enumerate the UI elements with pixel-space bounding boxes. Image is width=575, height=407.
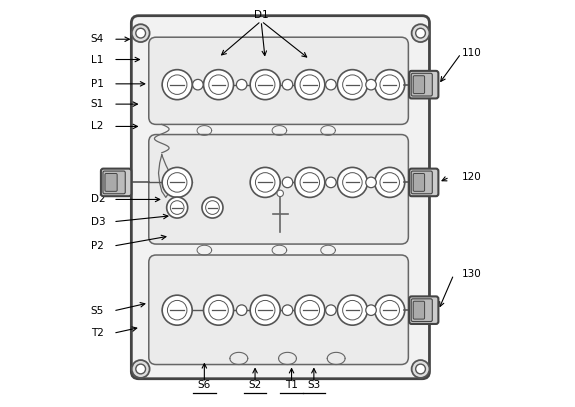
Circle shape <box>255 300 275 320</box>
FancyBboxPatch shape <box>149 37 408 125</box>
FancyBboxPatch shape <box>411 73 432 96</box>
Circle shape <box>167 197 187 218</box>
Circle shape <box>300 75 320 94</box>
Circle shape <box>375 167 405 197</box>
FancyBboxPatch shape <box>411 171 432 194</box>
Circle shape <box>206 201 219 214</box>
Circle shape <box>250 295 280 325</box>
Circle shape <box>167 300 187 320</box>
Circle shape <box>300 173 320 192</box>
Circle shape <box>380 75 400 94</box>
Circle shape <box>338 295 367 325</box>
Circle shape <box>282 177 293 188</box>
Circle shape <box>282 305 293 315</box>
Circle shape <box>380 173 400 192</box>
Circle shape <box>325 305 336 315</box>
Circle shape <box>136 28 145 38</box>
FancyBboxPatch shape <box>413 76 424 94</box>
Circle shape <box>300 300 320 320</box>
Circle shape <box>250 167 280 197</box>
Text: D2: D2 <box>91 195 105 204</box>
FancyBboxPatch shape <box>413 301 424 319</box>
Text: S2: S2 <box>248 380 262 390</box>
Circle shape <box>167 75 187 94</box>
Text: P2: P2 <box>91 241 103 251</box>
FancyBboxPatch shape <box>101 168 131 196</box>
Text: S5: S5 <box>91 306 104 316</box>
FancyBboxPatch shape <box>149 255 408 365</box>
FancyBboxPatch shape <box>149 135 408 244</box>
Text: 110: 110 <box>462 48 482 59</box>
Circle shape <box>255 75 275 94</box>
Text: T2: T2 <box>91 328 103 338</box>
Text: L1: L1 <box>91 55 103 64</box>
Text: T1: T1 <box>285 380 298 390</box>
Circle shape <box>412 24 430 42</box>
FancyBboxPatch shape <box>409 168 438 196</box>
Text: P1: P1 <box>91 79 103 89</box>
Text: D3: D3 <box>91 217 105 227</box>
FancyBboxPatch shape <box>409 71 438 98</box>
Circle shape <box>295 167 325 197</box>
Circle shape <box>162 167 192 197</box>
Text: S6: S6 <box>198 380 211 390</box>
FancyBboxPatch shape <box>103 171 125 194</box>
Circle shape <box>338 70 367 100</box>
Circle shape <box>366 79 376 90</box>
Circle shape <box>282 79 293 90</box>
Text: D1: D1 <box>254 10 269 20</box>
Circle shape <box>375 295 405 325</box>
Circle shape <box>132 360 150 378</box>
Circle shape <box>162 295 192 325</box>
Circle shape <box>325 79 336 90</box>
Circle shape <box>236 79 247 90</box>
Text: 120: 120 <box>462 172 482 182</box>
Circle shape <box>412 360 430 378</box>
Circle shape <box>375 70 405 100</box>
Circle shape <box>132 24 150 42</box>
Circle shape <box>325 177 336 188</box>
Circle shape <box>170 201 184 214</box>
FancyBboxPatch shape <box>105 173 117 191</box>
Circle shape <box>136 364 145 374</box>
Circle shape <box>204 295 233 325</box>
Circle shape <box>236 305 247 315</box>
Circle shape <box>416 364 426 374</box>
Circle shape <box>343 75 362 94</box>
Circle shape <box>380 300 400 320</box>
Text: S3: S3 <box>307 380 320 390</box>
FancyBboxPatch shape <box>409 296 438 324</box>
Circle shape <box>202 197 223 218</box>
Circle shape <box>255 173 275 192</box>
Circle shape <box>162 70 192 100</box>
FancyBboxPatch shape <box>413 173 424 191</box>
FancyBboxPatch shape <box>131 16 430 379</box>
FancyBboxPatch shape <box>411 299 432 322</box>
Circle shape <box>343 173 362 192</box>
Circle shape <box>295 295 325 325</box>
Circle shape <box>366 305 376 315</box>
Circle shape <box>193 79 203 90</box>
Text: 130: 130 <box>462 269 482 280</box>
Circle shape <box>209 300 228 320</box>
Circle shape <box>250 70 280 100</box>
Text: S1: S1 <box>91 99 104 109</box>
Circle shape <box>343 300 362 320</box>
Circle shape <box>277 190 283 197</box>
Circle shape <box>209 75 228 94</box>
Circle shape <box>295 70 325 100</box>
Circle shape <box>366 177 376 188</box>
Text: S4: S4 <box>91 34 104 44</box>
Circle shape <box>167 173 187 192</box>
Text: L2: L2 <box>91 121 103 131</box>
Circle shape <box>338 167 367 197</box>
Circle shape <box>416 28 426 38</box>
Circle shape <box>204 70 233 100</box>
